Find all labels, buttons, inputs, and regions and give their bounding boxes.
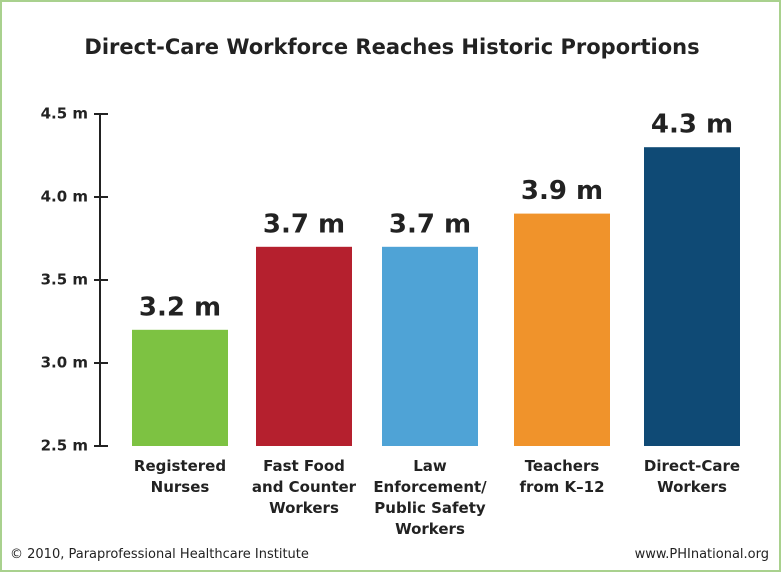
x-tick-label: Teachers from K–12 <box>519 457 605 496</box>
chart-title: Direct-Care Workforce Reaches Historic P… <box>84 35 699 59</box>
website: www.PHInational.org <box>634 547 769 562</box>
x-tick-label: Fast Food and Counter Workers <box>251 457 357 517</box>
x-tick-label: Direct-Care Workers <box>643 457 741 496</box>
y-tick-label: 2.5 m <box>41 437 88 455</box>
y-tick-label: 4.5 m <box>41 105 88 123</box>
bar <box>514 213 610 446</box>
bar <box>644 147 740 446</box>
value-label: 3.2 m <box>139 292 221 322</box>
x-tick-label: Law Enforcement/ Public Safety Workers <box>373 457 487 538</box>
source: © 2010, Paraprofessional Healthcare Inst… <box>10 547 309 562</box>
value-label: 3.7 m <box>263 209 345 239</box>
value-label: 4.3 m <box>651 110 733 140</box>
y-tick-label: 3.0 m <box>41 354 88 372</box>
bar <box>382 246 478 446</box>
bar <box>132 329 228 446</box>
x-tick-label: Registered Nurses <box>133 457 227 496</box>
value-label: 3.9 m <box>521 176 603 206</box>
y-tick-label: 3.5 m <box>41 271 88 289</box>
y-tick-label: 4.0 m <box>41 188 88 206</box>
bar <box>256 246 352 446</box>
value-label: 3.7 m <box>389 209 471 239</box>
